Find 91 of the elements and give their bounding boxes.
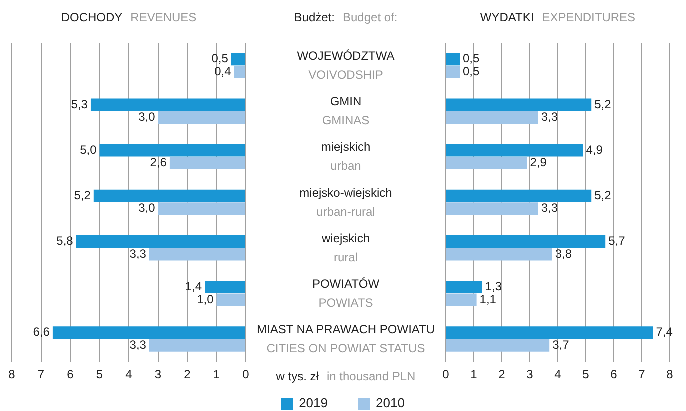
data-label: 5,2 [594, 188, 612, 202]
x-tick-label: 8 [666, 368, 674, 382]
bar [446, 190, 592, 202]
x-tick-label: 7 [638, 368, 646, 382]
chart-subtitle: EXPENDITURES [542, 10, 636, 24]
data-label: 4,9 [586, 142, 604, 157]
bar [446, 281, 482, 294]
data-label: 3,3 [541, 201, 558, 216]
data-label: 5,2 [74, 188, 92, 202]
y-tick-label: POWIATÓW POWIATS [312, 276, 380, 310]
bar [170, 157, 246, 170]
data-label: 5,0 [80, 142, 98, 157]
bar [76, 235, 246, 248]
bar [446, 53, 460, 66]
bar [446, 202, 538, 216]
x-tick-label: 2 [498, 368, 506, 382]
data-label: 1,4 [185, 280, 202, 294]
x-tick-label: 6 [610, 368, 618, 382]
data-label: 0,5 [463, 64, 480, 78]
bar [446, 294, 477, 306]
legend-label: 2019 [299, 396, 328, 411]
data-label: 1,3 [485, 280, 502, 294]
data-label: 3,3 [130, 338, 147, 352]
bar [446, 144, 584, 157]
chart-title: DOCHODY [61, 10, 123, 24]
data-label: 3,0 [138, 110, 156, 124]
bar [446, 66, 460, 78]
y-tick-label: GMIN GMINAS [322, 94, 370, 128]
x-tick-label: 5 [582, 368, 590, 382]
bar [446, 339, 550, 352]
data-label: 3,3 [541, 110, 558, 124]
y-tick-label: wiejskich rural [320, 231, 370, 264]
bar [52, 326, 246, 340]
data-label: 6,6 [33, 325, 50, 340]
data-label: 5,3 [71, 97, 88, 112]
x-tick-label: 2 [184, 368, 192, 382]
chart-title: WYDATKI [480, 10, 534, 24]
bar [446, 111, 538, 124]
text: w tys. zł [275, 369, 320, 384]
bar [158, 111, 246, 124]
y-tick-label: miejskich urban [321, 140, 371, 174]
data-label: 1,0 [197, 292, 214, 306]
y-tick-label: WOJEWÓDZTWA VOIVODSHIP [297, 49, 395, 82]
x-tick-label: 7 [38, 368, 45, 382]
bar [446, 235, 606, 248]
x-tick-label: 4 [126, 368, 133, 382]
bar [94, 190, 246, 202]
chart-subtitle: REVENUES [130, 10, 197, 24]
bar [149, 248, 246, 261]
data-label: 3,3 [130, 246, 147, 261]
data-label: 5,7 [608, 234, 626, 248]
bar [231, 53, 246, 66]
bar [446, 157, 528, 170]
bar [100, 144, 246, 157]
bar [205, 281, 246, 294]
data-label: 3,8 [555, 246, 572, 261]
data-label: 2,6 [150, 156, 168, 170]
x-tick-label: 1 [470, 368, 478, 382]
data-label: 7,4 [656, 325, 674, 340]
bar [158, 202, 246, 216]
data-label: 0,5 [212, 52, 229, 66]
y-tick-label: MIAST NA PRAWACH POWIATU CITIES ON POWIAT STATUS [256, 322, 436, 356]
y-tick-label: miejsko-wiejskich urban-rural [300, 186, 392, 219]
bar [446, 326, 654, 340]
bar [446, 98, 592, 112]
x-tick-label: 1 [213, 368, 220, 382]
bar [216, 294, 246, 306]
x-tick-label: 6 [67, 368, 74, 382]
x-tick-label: 3 [526, 368, 534, 382]
data-label: 5,2 [594, 97, 612, 112]
text: Budżet: [294, 10, 335, 24]
bar [90, 98, 246, 112]
data-label: 5,8 [56, 234, 74, 248]
data-label: 2,9 [530, 156, 548, 170]
x-tick-label: 8 [8, 368, 16, 382]
bar [149, 339, 246, 352]
data-label: 0,5 [463, 52, 480, 66]
text: Budget of: [342, 10, 398, 24]
data-label: 3,7 [552, 338, 570, 352]
bar [234, 66, 246, 78]
x-tick-label: 0 [442, 368, 450, 382]
data-label: 1,1 [480, 292, 497, 306]
x-tick-label: 5 [96, 368, 104, 382]
data-label: 0,4 [214, 64, 232, 78]
x-tick-label: 3 [154, 368, 162, 382]
bar [446, 248, 552, 261]
legend-label: 2010 [376, 396, 405, 411]
x-tick-label: 0 [242, 368, 250, 382]
data-label: 3,0 [138, 201, 156, 216]
x-tick-label: 4 [554, 368, 562, 382]
text: in thousand PLN [326, 369, 416, 384]
